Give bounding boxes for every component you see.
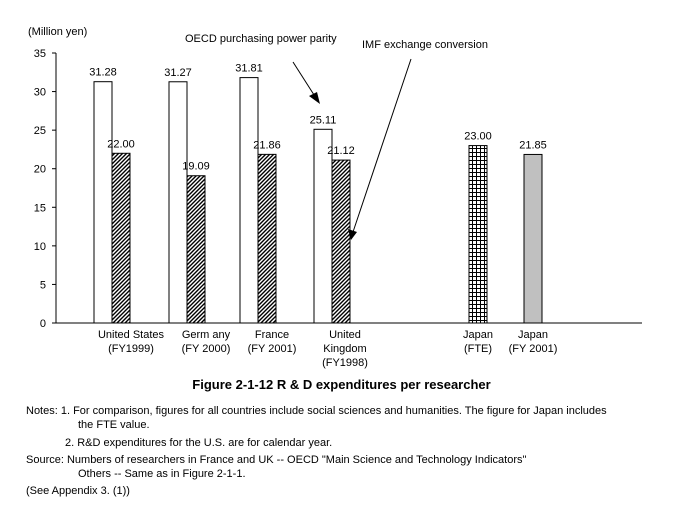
figure-title: Figure 2-1-12 R & D expenditures per res… [192,377,491,392]
x-category-label: (FY 2000) [182,343,231,355]
axes: 0 5 10 15 20 25 30 35 (Million yen) [28,26,642,330]
bar [239,77,259,324]
bar [168,81,188,324]
data-label: 21.86 [253,139,281,151]
data-label: 31.28 [89,67,117,79]
bar [257,153,277,324]
bar [468,145,488,324]
source-line-1: Source: Numbers of researchers in France… [26,454,527,466]
pointer-arrowhead-oecd [309,92,320,104]
note-line-1: Notes: 1. For comparison, figures for al… [26,405,607,417]
data-label: 21.12 [327,145,355,157]
x-category-label: France [255,329,289,341]
data-label: 21.85 [519,139,547,151]
source-line-2: Others -- Same as in Figure 2-1-1. [78,468,246,480]
data-label: 31.81 [235,63,263,75]
note-line-3: 2. R&D expenditures for the U.S. are for… [65,437,333,449]
legend-imf-exchange: IMF exchange conversion [362,39,488,51]
y-axis-label: (Million yen) [28,26,87,38]
x-category-label: United [329,329,361,341]
y-tick-label: 5 [40,279,46,291]
y-tick-label: 20 [34,164,46,176]
data-label: 22.00 [107,138,135,150]
y-tick-label: 35 [34,48,46,60]
data-label: 31.27 [164,67,192,79]
bar [523,153,543,324]
y-tick-label: 30 [34,87,46,99]
appendix-ref: (See Appendix 3. (1)) [26,485,130,497]
data-label: 23.00 [464,131,492,143]
bar [111,152,131,324]
x-category-label: (FY1998) [322,357,368,369]
x-category-label: Kingdom [323,343,366,355]
x-category-label: Germ any [182,329,231,341]
legend-annotations: OECD purchasing power parity IMF exchange… [185,33,488,240]
y-tick-label: 10 [34,241,46,253]
x-category-label: (FY1999) [108,343,154,355]
note-line-2: the FTE value. [78,419,150,431]
pointer-arrowhead-imf [348,229,357,240]
bars [93,77,543,324]
bar [313,128,333,324]
x-category-label: (FTE) [464,343,492,355]
legend-oecd-ppp: OECD purchasing power parity [185,33,337,45]
x-category-label: (FY 2001) [248,343,297,355]
labels: 31.28 22.00 United States (FY1999) 31.27 19.0… [89,63,557,369]
y-tick-label: 0 [40,318,46,330]
bar [93,81,113,324]
data-label: 19.09 [182,161,210,173]
x-category-label: (FY 2001) [509,343,558,355]
y-tick-label: 15 [34,202,46,214]
x-category-label: United States [98,329,165,341]
pointer-line-imf [352,58,412,233]
pointer-line-oecd [292,61,317,99]
x-category-label: Japan [463,329,493,341]
bar [186,175,206,324]
x-category-label: Japan [518,329,548,341]
bar [331,159,351,324]
y-tick-label: 25 [34,125,46,137]
data-label: 25.11 [310,114,337,126]
